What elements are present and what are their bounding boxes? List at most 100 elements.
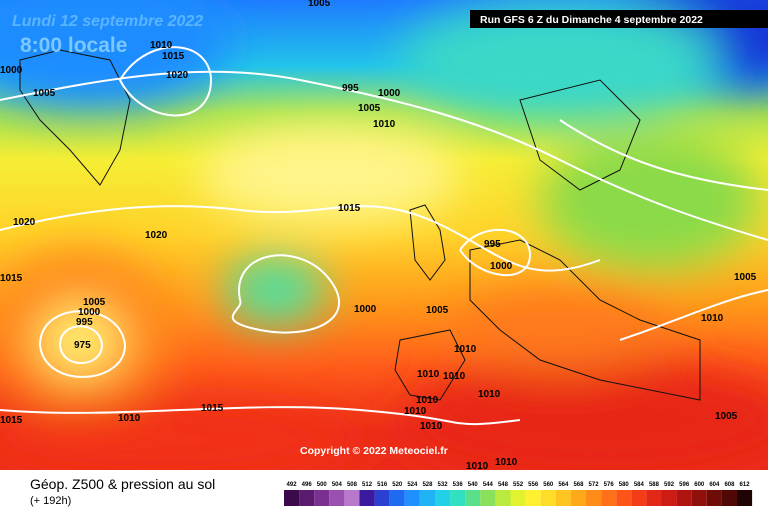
legend-label: 604 <box>709 482 720 488</box>
legend-swatch <box>737 490 753 506</box>
isobar-label: 1020 <box>166 70 189 81</box>
isobar-label: 1010 <box>478 389 501 400</box>
legend-swatch <box>661 490 677 506</box>
isobar-label: 1015 <box>338 203 361 214</box>
legend-swatch <box>721 490 737 506</box>
isobar-label: 1000 <box>378 88 401 99</box>
legend-swatch <box>314 490 330 506</box>
legend-label: 588 <box>649 482 660 488</box>
isobar-label: 1010 <box>404 406 427 417</box>
isobar-label: 1000 <box>78 307 101 318</box>
legend-swatch <box>586 490 602 506</box>
isobar-label: 1010 <box>420 421 443 432</box>
isobar-label: 1010 <box>373 119 396 130</box>
isobar-label: 995 <box>484 239 501 250</box>
legend-swatch <box>540 490 556 506</box>
legend-label: 608 <box>724 482 735 488</box>
legend-swatch <box>465 490 481 506</box>
legend-swatch <box>570 490 586 506</box>
legend-label: 512 <box>362 482 373 488</box>
run-info: Run GFS 6 Z du Dimanche 4 septembre 2022 <box>480 14 703 26</box>
isobar-label: 1010 <box>701 313 724 324</box>
legend-label: 548 <box>498 482 509 488</box>
isobar-label: 1010 <box>495 457 518 468</box>
isobar-label: 1005 <box>308 0 331 9</box>
legend-swatch <box>601 490 617 506</box>
legend-swatch <box>646 490 662 506</box>
legend-label: 500 <box>317 482 328 488</box>
legend-swatch <box>676 490 692 506</box>
legend-label: 516 <box>377 482 388 488</box>
legend-label: 508 <box>347 482 358 488</box>
legend-swatch <box>495 490 511 506</box>
legend-label: 584 <box>634 482 645 488</box>
legend-label: 552 <box>513 482 524 488</box>
legend-label: 592 <box>664 482 675 488</box>
legend-swatch <box>344 490 360 506</box>
legend-swatch <box>631 490 647 506</box>
isobar-label: 1005 <box>426 305 449 316</box>
legend-swatch <box>389 490 405 506</box>
isobar-label: 1010 <box>466 461 489 472</box>
legend-swatch <box>691 490 707 506</box>
isobar-label: 1015 <box>0 273 23 284</box>
isobar-label: 1010 <box>118 413 141 424</box>
legend-label: 532 <box>438 482 449 488</box>
legend-label: 572 <box>589 482 600 488</box>
isobar-label: 1015 <box>162 51 185 62</box>
isobar-label: 1005 <box>33 88 56 99</box>
footer-title: Géop. Z500 & pression au sol <box>30 476 215 492</box>
isobar-label: 1010 <box>417 369 440 380</box>
forecast-date: Lundi 12 septembre 2022 <box>12 13 203 30</box>
isobar-label: 975 <box>74 340 91 351</box>
legend-swatch <box>359 490 375 506</box>
legend-swatch <box>450 490 466 506</box>
isobar-label: 995 <box>76 317 93 328</box>
legend-label: 536 <box>453 482 464 488</box>
legend-label: 576 <box>604 482 615 488</box>
isobar-label: 1020 <box>145 230 168 241</box>
legend-label: 496 <box>302 482 313 488</box>
isobar-label: 1010 <box>454 344 477 355</box>
isobar-label: 1005 <box>715 411 738 422</box>
legend-swatch <box>480 490 496 506</box>
legend-swatch <box>706 490 722 506</box>
isobar-label: 1000 <box>490 261 513 272</box>
legend-label: 556 <box>528 482 539 488</box>
legend-label: 600 <box>694 482 705 488</box>
legend-label: 520 <box>392 482 403 488</box>
legend-label: 540 <box>468 482 479 488</box>
isobar-label: 1020 <box>13 217 36 228</box>
isobar-label: 1005 <box>83 297 106 308</box>
legend-label: 580 <box>619 482 630 488</box>
legend-label: 524 <box>407 482 418 488</box>
legend-swatch <box>419 490 435 506</box>
copyright: Copyright © 2022 Meteociel.fr <box>300 445 448 457</box>
legend-swatch <box>299 490 315 506</box>
legend-swatch <box>510 490 526 506</box>
isobar-label: 1015 <box>0 415 23 426</box>
legend-label: 596 <box>679 482 690 488</box>
isobar-label: 1010 <box>416 395 439 406</box>
isobar-label: 1010 <box>150 40 173 51</box>
legend-label: 492 <box>287 482 298 488</box>
legend-swatch <box>525 490 541 506</box>
legend-swatch <box>374 490 390 506</box>
legend-swatch <box>404 490 420 506</box>
legend-label: 544 <box>483 482 494 488</box>
isobar-label: 1000 <box>354 304 377 315</box>
isobar-label: 995 <box>342 83 359 94</box>
legend-swatch <box>616 490 632 506</box>
legend-label: 560 <box>543 482 554 488</box>
footer-lead: (+ 192h) <box>30 495 71 507</box>
isobar-label: 1005 <box>358 103 381 114</box>
forecast-time: 8:00 locale <box>20 34 127 57</box>
legend-label: 564 <box>558 482 569 488</box>
legend-label: 528 <box>422 482 433 488</box>
legend-label: 504 <box>332 482 343 488</box>
isobar-label: 1000 <box>0 65 23 76</box>
legend-label: 568 <box>573 482 584 488</box>
legend-swatch <box>284 490 300 506</box>
